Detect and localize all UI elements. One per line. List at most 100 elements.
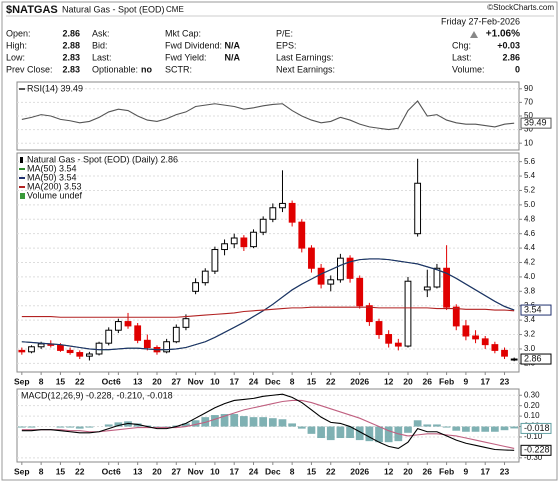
x-tick-label: 23 bbox=[500, 466, 510, 476]
x-tick-label: 22 bbox=[326, 376, 336, 386]
field-label: Fwd Dividend: bbox=[165, 40, 222, 50]
x-tick-label: 15 bbox=[56, 376, 66, 386]
field-label: Last: bbox=[92, 52, 112, 62]
field-label: Low: bbox=[6, 52, 25, 62]
x-tick-label: 22 bbox=[75, 376, 85, 386]
field-label: Last Earnings: bbox=[276, 52, 334, 62]
legend-label: MA(50) 3.54 bbox=[27, 163, 77, 173]
legend-label: Natural Gas - Spot (EOD) (Daily) 2.86 bbox=[27, 154, 178, 164]
x-tick-label: 8 bbox=[290, 466, 295, 476]
y-tick-label: 50 bbox=[524, 111, 533, 120]
x-tick-label: 2026 bbox=[350, 466, 369, 476]
y-tick-label: 90 bbox=[524, 84, 533, 93]
series-line bbox=[21, 393, 515, 451]
histogram-bar bbox=[288, 423, 296, 427]
candle-body bbox=[114, 321, 122, 331]
histogram-bar bbox=[220, 414, 229, 427]
candle-body bbox=[230, 237, 238, 245]
x-tick-label: 26 bbox=[423, 466, 433, 476]
y-tick-label: 3.8 bbox=[524, 286, 536, 295]
x-tick-label: 15 bbox=[307, 466, 317, 476]
candle-body bbox=[443, 267, 450, 308]
x-tick-label: 8 bbox=[39, 376, 44, 386]
field-label: Bid: bbox=[92, 40, 108, 50]
x-tick-label: 27 bbox=[172, 376, 182, 386]
x-tick-label: 13 bbox=[133, 376, 143, 386]
x-tick-label: 12 bbox=[384, 466, 394, 476]
field-label: P/E: bbox=[276, 28, 293, 38]
candle-body bbox=[172, 326, 180, 343]
histogram-bar bbox=[249, 417, 258, 427]
field-label: Fwd Yield: bbox=[165, 52, 207, 62]
candle-body bbox=[394, 342, 402, 347]
y-tick-label: 10 bbox=[524, 138, 533, 147]
x-tick-label: 22 bbox=[75, 466, 85, 476]
x-tick-label: 20 bbox=[403, 466, 413, 476]
candle-body bbox=[95, 342, 103, 355]
histogram-bar bbox=[326, 426, 335, 441]
histogram-bar bbox=[491, 426, 499, 432]
candle-body bbox=[86, 353, 93, 357]
x-tick-label: 24 bbox=[249, 466, 259, 476]
x-tick-label: 15 bbox=[307, 376, 317, 386]
x-tick-label: Feb bbox=[439, 466, 454, 476]
x-tick-label: 23 bbox=[500, 376, 510, 386]
panel-frame bbox=[16, 388, 520, 463]
field-label: Optionable: bbox=[92, 64, 138, 74]
candle-body bbox=[501, 349, 508, 357]
candle-body bbox=[308, 247, 315, 269]
histogram-bar bbox=[500, 426, 509, 431]
candle-body bbox=[452, 306, 460, 327]
candle-body bbox=[143, 339, 151, 349]
candle-body bbox=[211, 249, 219, 272]
x-tick-label: Nov bbox=[188, 376, 204, 386]
histogram-bar bbox=[336, 426, 345, 439]
y-tick-label: 70 bbox=[524, 98, 533, 107]
x-tick-label: 6 bbox=[116, 376, 121, 386]
candle-body bbox=[423, 286, 431, 291]
histogram-bar bbox=[191, 420, 200, 427]
x-tick-label: Oct bbox=[102, 466, 116, 476]
candle-body bbox=[269, 207, 277, 220]
candle-body bbox=[240, 237, 248, 248]
candle-body bbox=[134, 325, 142, 341]
histogram-bar bbox=[462, 426, 470, 432]
x-tick-label: 20 bbox=[403, 376, 413, 386]
candle-body bbox=[365, 305, 373, 323]
date: Friday 27-Feb-2026 bbox=[441, 16, 520, 26]
y-tick-label: 0.30 bbox=[524, 390, 540, 399]
histogram-bar bbox=[114, 422, 123, 427]
candle-body bbox=[250, 231, 257, 248]
symbol: $NATGAS bbox=[6, 4, 58, 16]
series-line bbox=[21, 258, 515, 351]
histogram-bar bbox=[211, 415, 219, 427]
histogram-bar bbox=[423, 424, 432, 427]
candle-body bbox=[404, 280, 412, 347]
field-label: Next Earnings: bbox=[276, 64, 335, 74]
candle-body bbox=[57, 344, 64, 351]
last-value: -0.228 bbox=[524, 445, 550, 455]
field-label: Prev Close: bbox=[6, 64, 53, 74]
y-tick-label: 4.2 bbox=[524, 258, 536, 267]
last-value: 3.54 bbox=[524, 304, 542, 314]
candle-body bbox=[28, 346, 35, 353]
candle-body bbox=[298, 221, 306, 249]
histogram-bar bbox=[413, 420, 422, 427]
legend-label: MA(50) 3.54 bbox=[27, 172, 77, 182]
candle-body bbox=[346, 257, 354, 279]
y-tick-label: 5.2 bbox=[524, 186, 536, 195]
field-label: Open: bbox=[6, 28, 31, 38]
histogram-bar bbox=[56, 426, 65, 428]
field-value: 2.86 bbox=[502, 52, 520, 62]
candle-body bbox=[375, 321, 383, 336]
x-tick-label: 10 bbox=[210, 466, 220, 476]
x-tick-label: 2026 bbox=[350, 376, 369, 386]
field-label: Last: bbox=[452, 52, 472, 62]
candle-body bbox=[481, 338, 489, 346]
x-tick-label: 9 bbox=[464, 376, 469, 386]
candle-body bbox=[279, 202, 286, 209]
x-tick-label: 8 bbox=[39, 466, 44, 476]
field-label: High: bbox=[6, 40, 27, 50]
